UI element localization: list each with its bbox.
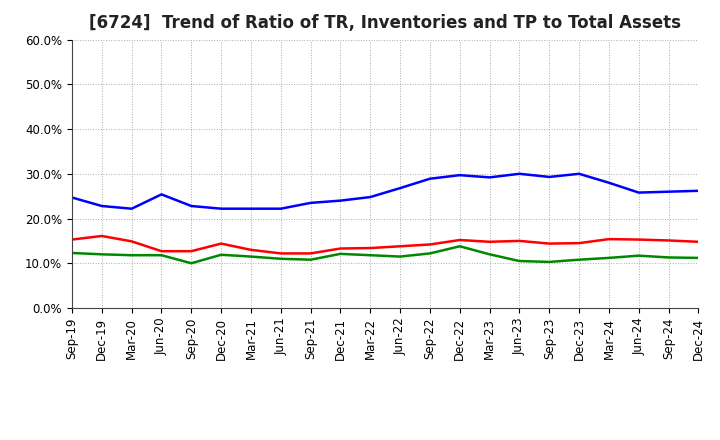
Trade Payables [336, 251, 345, 257]
Inventories [485, 175, 494, 180]
Trade Payables [276, 256, 285, 261]
Inventories [157, 192, 166, 197]
Inventories [247, 206, 256, 211]
Inventories [127, 206, 136, 211]
Inventories [187, 203, 196, 209]
Trade Receivables [306, 251, 315, 256]
Inventories [396, 186, 405, 191]
Trade Receivables [217, 241, 225, 246]
Trade Payables [217, 252, 225, 257]
Inventories [276, 206, 285, 211]
Trade Payables [485, 252, 494, 257]
Inventories [515, 171, 523, 176]
Trade Payables [665, 255, 673, 260]
Trade Receivables [665, 238, 673, 243]
Line: Inventories: Inventories [72, 174, 698, 209]
Trade Receivables [515, 238, 523, 244]
Trade Payables [634, 253, 643, 258]
Trade Receivables [575, 241, 583, 246]
Trade Payables [605, 255, 613, 260]
Inventories [575, 171, 583, 176]
Inventories [68, 195, 76, 200]
Trade Payables [157, 253, 166, 258]
Trade Receivables [247, 247, 256, 253]
Trade Payables [515, 258, 523, 264]
Line: Trade Receivables: Trade Receivables [72, 236, 698, 253]
Inventories [634, 190, 643, 195]
Trade Receivables [694, 239, 703, 245]
Inventories [336, 198, 345, 203]
Trade Payables [456, 244, 464, 249]
Trade Receivables [426, 242, 434, 247]
Inventories [665, 189, 673, 194]
Inventories [426, 176, 434, 181]
Trade Payables [68, 250, 76, 256]
Trade Payables [306, 257, 315, 262]
Trade Payables [127, 253, 136, 258]
Trade Receivables [68, 237, 76, 242]
Trade Receivables [336, 246, 345, 251]
Line: Trade Payables: Trade Payables [72, 246, 698, 263]
Trade Receivables [187, 249, 196, 254]
Trade Payables [426, 251, 434, 256]
Inventories [545, 174, 554, 180]
Trade Receivables [127, 239, 136, 244]
Trade Payables [575, 257, 583, 262]
Trade Receivables [276, 251, 285, 256]
Trade Payables [247, 254, 256, 259]
Trade Receivables [97, 233, 106, 238]
Trade Receivables [396, 244, 405, 249]
Inventories [217, 206, 225, 211]
Trade Payables [545, 259, 554, 264]
Trade Payables [187, 260, 196, 266]
Inventories [366, 194, 374, 200]
Trade Receivables [605, 236, 613, 242]
Trade Payables [396, 254, 405, 259]
Trade Receivables [456, 237, 464, 242]
Inventories [97, 203, 106, 209]
Trade Receivables [157, 249, 166, 254]
Trade Payables [97, 252, 106, 257]
Title: [6724]  Trend of Ratio of TR, Inventories and TP to Total Assets: [6724] Trend of Ratio of TR, Inventories… [89, 15, 681, 33]
Trade Receivables [366, 246, 374, 251]
Trade Payables [366, 253, 374, 258]
Trade Receivables [634, 237, 643, 242]
Inventories [456, 172, 464, 178]
Inventories [306, 200, 315, 205]
Trade Payables [694, 255, 703, 260]
Inventories [605, 180, 613, 185]
Trade Receivables [545, 241, 554, 246]
Trade Receivables [485, 239, 494, 245]
Inventories [694, 188, 703, 194]
